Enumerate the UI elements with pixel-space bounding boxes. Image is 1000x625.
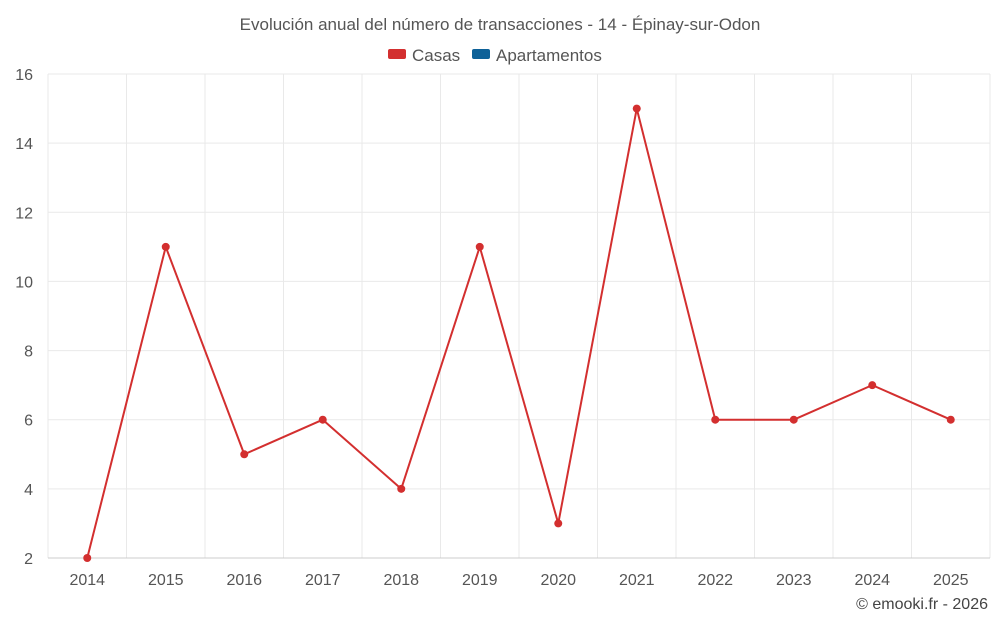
data-point — [397, 484, 406, 493]
legend: Casas Apartamentos — [388, 46, 602, 65]
data-point — [475, 242, 484, 251]
legend-label-apartamentos[interactable]: Apartamentos — [496, 46, 602, 65]
grid — [47, 73, 991, 559]
legend-swatch-casas[interactable] — [388, 49, 406, 59]
data-point — [789, 415, 798, 424]
x-tick-label: 2022 — [697, 572, 733, 589]
x-tick-label: 2015 — [148, 572, 184, 589]
x-tick-label: 2023 — [776, 572, 812, 589]
x-axis: 2014 2015 2016 2017 2018 2019 2020 2021 2022 2023… — [48, 557, 990, 589]
x-tick-label: 2021 — [619, 572, 655, 589]
data-point — [161, 242, 170, 251]
series-line-casas — [86, 107, 952, 559]
y-tick-label: 4 — [24, 482, 33, 499]
series-casas — [83, 104, 955, 562]
y-tick-label: 12 — [15, 205, 33, 222]
data-point — [711, 415, 720, 424]
y-tick-label: 8 — [24, 344, 33, 361]
x-tick-label: 2014 — [69, 572, 105, 589]
chart-title: Evolución anual del número de transaccio… — [240, 15, 761, 34]
x-tick-label: 2020 — [540, 572, 576, 589]
data-point — [868, 381, 877, 390]
legend-swatch-apartamentos[interactable] — [472, 49, 490, 59]
data-point — [83, 554, 92, 562]
credit: © emooki.fr - 2026 — [856, 596, 988, 613]
x-tick-label: 2024 — [854, 572, 890, 589]
x-tick-label: 2016 — [226, 572, 262, 589]
x-tick-label: 2025 — [933, 572, 969, 589]
data-point — [554, 519, 563, 528]
data-point — [240, 450, 249, 459]
y-tick-label: 10 — [15, 274, 33, 291]
y-tick-label: 14 — [15, 136, 33, 153]
x-tick-label: 2018 — [383, 572, 419, 589]
y-axis: 2 4 6 8 10 12 14 16 — [15, 67, 33, 568]
legend-label-casas[interactable]: Casas — [412, 46, 460, 65]
y-tick-label: 6 — [24, 413, 33, 430]
y-tick-label: 16 — [15, 67, 33, 84]
data-point — [632, 104, 641, 113]
data-point — [946, 415, 955, 424]
x-tick-label: 2019 — [462, 572, 498, 589]
x-tick-label: 2017 — [305, 572, 341, 589]
y-tick-label: 2 — [24, 551, 33, 568]
data-point — [318, 415, 327, 424]
